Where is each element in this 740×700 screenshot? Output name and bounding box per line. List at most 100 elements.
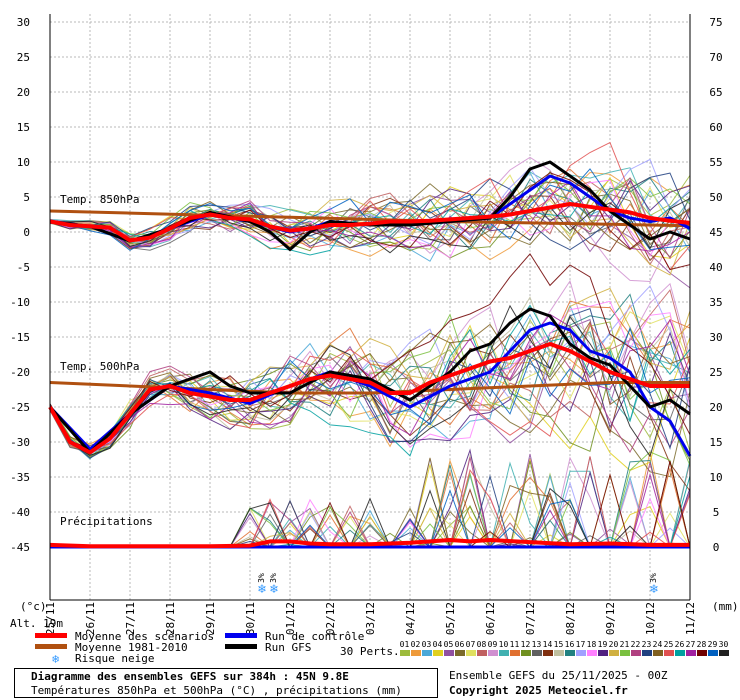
pert-legend-swatch [499,650,509,656]
date-tick-label: 11/12 [684,602,697,635]
pert-legend-swatch [631,650,641,656]
legend-swatch-mean [35,633,67,638]
pert-legend-number: 29 [708,640,718,649]
pert-legend-swatch [455,650,465,656]
right-tick-label: 5 [713,506,720,519]
pert-line-850 [49,172,691,251]
pert-legend-number: 11 [510,640,520,649]
pert-legend-swatch [620,650,630,656]
perturbation-legend: 01 02 03 04 05 06 07 08 09 10 11 12 13 14 15 16 17 18 19 20… [400,640,729,656]
pert-line-500 [49,300,691,450]
pert-legend-number: 23 [642,640,652,649]
date-tick-label: 07/12 [524,602,537,635]
right-tick-label: 75 [709,16,722,29]
right-tick-label: 0 [713,541,720,554]
panel-label-850: Temp. 850hPa [60,193,139,206]
right-axis-unit: (mm) [712,600,739,613]
pert-line-850 [49,179,691,249]
pert-legend-number: 05 [444,640,454,649]
legend-label-snow: Risque neige [75,652,154,665]
pert-legend-number: 08 [477,640,487,649]
legend: Moyenne des scénarios Moyenne 1981-2010 … [35,630,729,666]
pert-legend-swatch [675,650,685,656]
right-tick-label: 55 [709,156,722,169]
legend-swatch-climato [35,644,67,649]
pert-legend-swatch [400,650,410,656]
pert-line-850 [49,141,691,271]
main-series-lines [48,160,692,549]
pert-legend-number: 02 [411,640,421,649]
right-tick-label: 50 [709,191,722,204]
pert-legend-number: 21 [620,640,630,649]
series-t850-moyenne-des-sc-narios [49,202,691,243]
pert-legend-number: 07 [466,640,476,649]
right-tick-label: 40 [709,261,722,274]
legend-label-control: Run de contrôle [265,630,364,643]
pert-legend-number: 12 [521,640,531,649]
pert-legend-number: 17 [576,640,586,649]
legend-swatch-gfs [225,644,257,649]
pert-legend-swatch [653,650,663,656]
pert-line-500 [49,313,691,450]
pert-line-500 [49,338,691,453]
pert-legend-swatch [587,650,597,656]
pert-legend-swatch [433,650,443,656]
date-tick-label: 25/11 [44,602,57,635]
left-tick-label: 0 [23,226,30,239]
chart-caption-box: Diagramme des ensembles GEFS sur 384h : … [14,668,438,698]
series-t500-run-de-contr-le [48,321,692,457]
pert-line-500 [49,304,691,457]
left-tick-label: 5 [23,191,30,204]
left-axis-unit: (°c) [20,600,47,613]
caption-title: Diagramme des ensembles GEFS sur 384h : … [31,670,349,683]
date-tick-label: 30/11 [244,602,257,635]
left-tick-label: -20 [10,366,30,379]
date-tick-label: 02/12 [324,602,337,635]
pert-legend-number: 27 [686,640,696,649]
date-tick-label: 03/12 [364,602,377,635]
pert-line-500 [49,331,691,454]
pert-legend-number: 10 [499,640,509,649]
pert-legend-swatch [422,650,432,656]
right-tick-label: 25 [709,366,722,379]
legend-swatch-control [225,633,257,638]
snow-risk-markers: 3%❄3%❄3%❄ [257,573,658,597]
pert-legend-number: 24 [653,640,663,649]
legend-label-gfs: Run GFS [265,641,311,654]
left-tick-label: -5 [17,261,30,274]
legend-label-climato: Moyenne 1981-2010 [75,641,188,654]
left-tick-label: -10 [10,296,30,309]
plot-frame [49,14,691,601]
pert-legend-number: 30 [719,640,729,649]
pert-legend-number: 16 [565,640,575,649]
left-tick-label: 25 [17,51,30,64]
panel-label-precip: Précipitations [60,515,153,528]
panel-label-500: Temp. 500hPa [60,360,139,373]
pert-legend-swatch [664,650,674,656]
right-tick-label: 65 [709,86,722,99]
left-tick-label: 20 [17,86,30,99]
pert-legend-swatch [686,650,696,656]
snowflake-icon: ❄ [649,582,658,597]
pert-legend-swatch [543,650,553,656]
pert-legend-swatch [477,650,487,656]
pert-legend-number: 26 [675,640,685,649]
date-tick-label: 06/12 [484,602,497,635]
run-info: Ensemble GEFS du 25/11/2025 - 00Z Copyri… [449,668,668,698]
date-tick-label: 01/12 [284,602,297,635]
left-tick-label: -25 [10,401,30,414]
right-tick-label: 30 [709,331,722,344]
pert-legend-number: 22 [631,640,641,649]
pert-legend-swatch [576,650,586,656]
pert-legend-number: 15 [554,640,564,649]
pert-legend-number: 06 [455,640,465,649]
date-tick-label: 27/11 [124,602,137,635]
legend-label-mean: Moyenne des scénarios [75,630,214,643]
pert-legend-number: 13 [532,640,542,649]
series-precip-moyenne-des-sc-narios [49,538,690,549]
right-tick-label: 35 [709,296,722,309]
left-tick-label: 30 [17,16,30,29]
left-tick-label: 10 [17,156,30,169]
left-tick-label: -15 [10,331,30,344]
pert-legend-swatch [510,650,520,656]
